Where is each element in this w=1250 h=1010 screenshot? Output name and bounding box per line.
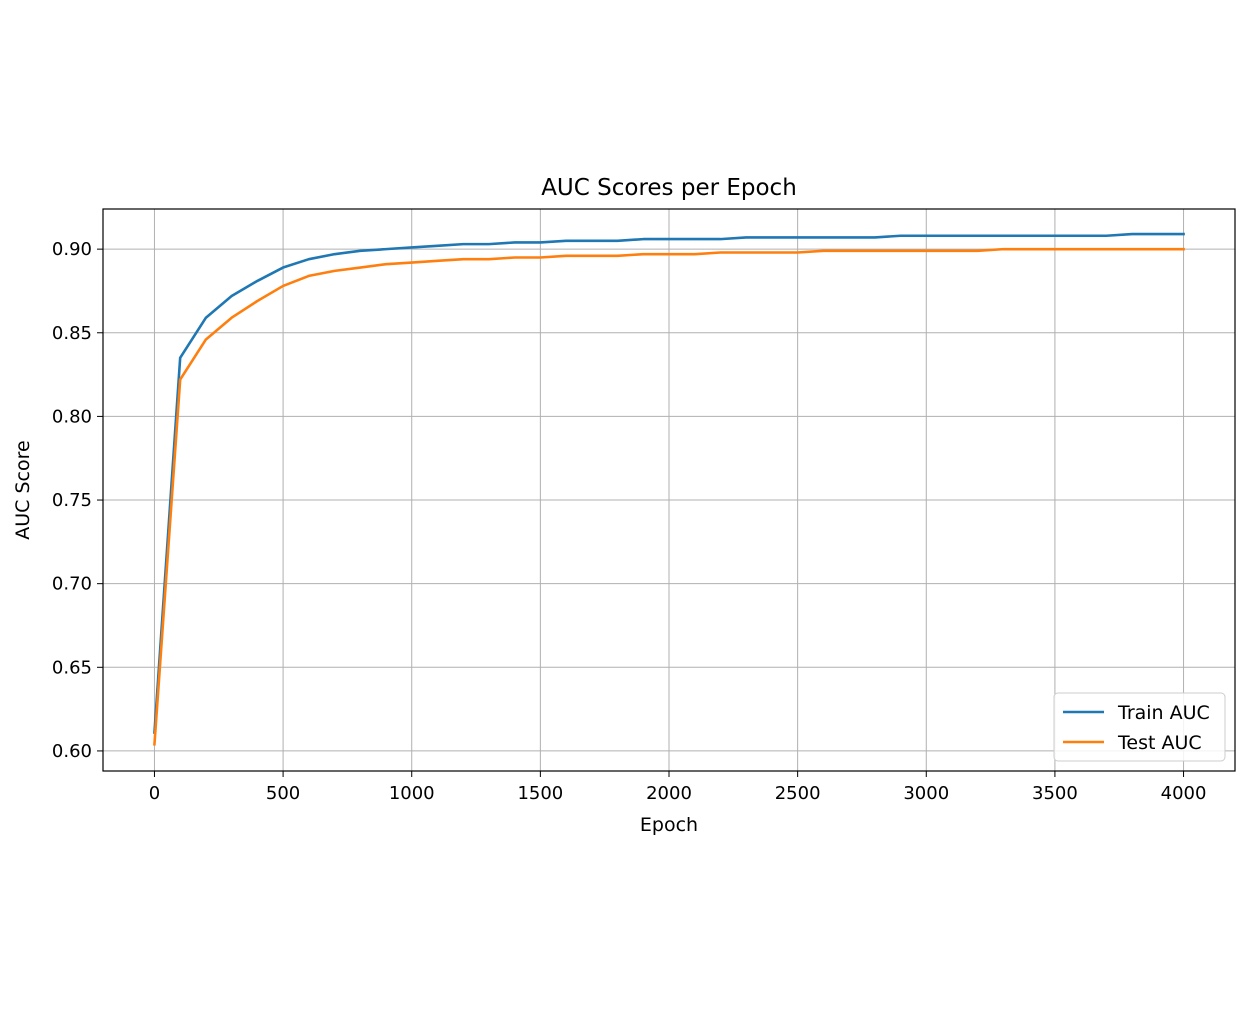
y-tick-label: 0.70 [52, 574, 92, 595]
x-tick-label: 1500 [517, 783, 563, 804]
chart-title: AUC Scores per Epoch [541, 175, 797, 201]
x-tick-label: 0 [149, 783, 160, 804]
y-tick-label: 0.90 [52, 239, 92, 260]
x-tick-label: 500 [266, 783, 300, 804]
x-tick-label: 3000 [903, 783, 949, 804]
x-tick-label: 1000 [389, 783, 435, 804]
y-tick-label: 0.75 [52, 490, 92, 511]
x-axis-ticks: 0 500 1000 1500 2000 2500 3000 3500 4000 [149, 771, 1207, 804]
y-tick-label: 0.85 [52, 323, 92, 344]
legend-box [1053, 692, 1226, 762]
x-tick-label: 4000 [1161, 783, 1207, 804]
x-tick-label: 3500 [1032, 783, 1078, 804]
plot-lines [153, 232, 1185, 746]
legend-label-train-auc: Train AUC [1117, 702, 1210, 724]
grid [103, 209, 1235, 771]
y-axis-title: AUC Score [12, 440, 34, 539]
test-auc-line [153, 247, 1185, 746]
x-tick-label: 2000 [646, 783, 692, 804]
y-tick-label: 0.80 [52, 406, 92, 427]
train-auc-line [153, 232, 1185, 734]
x-axis-title: Epoch [640, 814, 698, 836]
legend-label-test-auc: Test AUC [1117, 732, 1202, 754]
y-tick-label: 0.60 [52, 741, 92, 762]
y-axis-ticks: 0.60 0.65 0.70 0.75 0.80 0.85 0.90 [52, 239, 103, 762]
y-tick-label: 0.65 [52, 657, 92, 678]
x-tick-label: 2500 [775, 783, 821, 804]
legend: Train AUC Test AUC [1053, 692, 1226, 762]
